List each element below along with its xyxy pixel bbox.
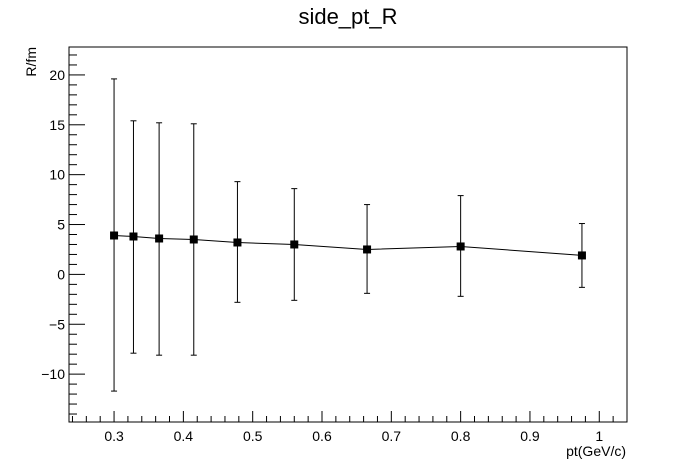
x-tick-label: 0.7 [382,428,402,444]
y-axis-label: R/fm [23,47,39,77]
y-tick-label: 20 [49,67,65,83]
x-tick-label: 0.6 [312,428,332,444]
tick-labels: 0.3 0.4 0.5 0.6 0.7 0.8 0.9 1 20 15 10 5 0 −5 −10 [41,67,603,444]
y-tick-label: −10 [41,366,65,382]
data-point [577,251,586,260]
x-tick-label: 1 [595,428,603,444]
x-tick-label: 0.3 [104,428,124,444]
data-point [129,232,138,241]
series-line [114,235,582,256]
axis-ticks [69,54,628,422]
x-tick-label: 0.5 [243,428,263,444]
y-tick-label: −5 [49,316,65,332]
x-tick-label: 0.9 [520,428,540,444]
data-point [155,234,164,243]
data-point [363,245,372,254]
x-tick-label: 0.4 [174,428,194,444]
y-tick-label: 10 [49,167,65,183]
data-point [233,238,242,247]
plot-frame [68,46,628,423]
y-tick-label: 0 [57,266,65,282]
y-tick-label: 5 [57,217,65,233]
x-tick-label: 0.8 [451,428,471,444]
data-point [456,242,465,251]
data-point [189,235,198,244]
y-tick-label: 15 [49,117,65,133]
plot-area [110,78,586,392]
chart-title: side_pt_R [298,4,397,29]
data-point [110,231,119,240]
x-axis-label: pt(GeV/c) [566,443,626,459]
data-point [290,240,299,249]
